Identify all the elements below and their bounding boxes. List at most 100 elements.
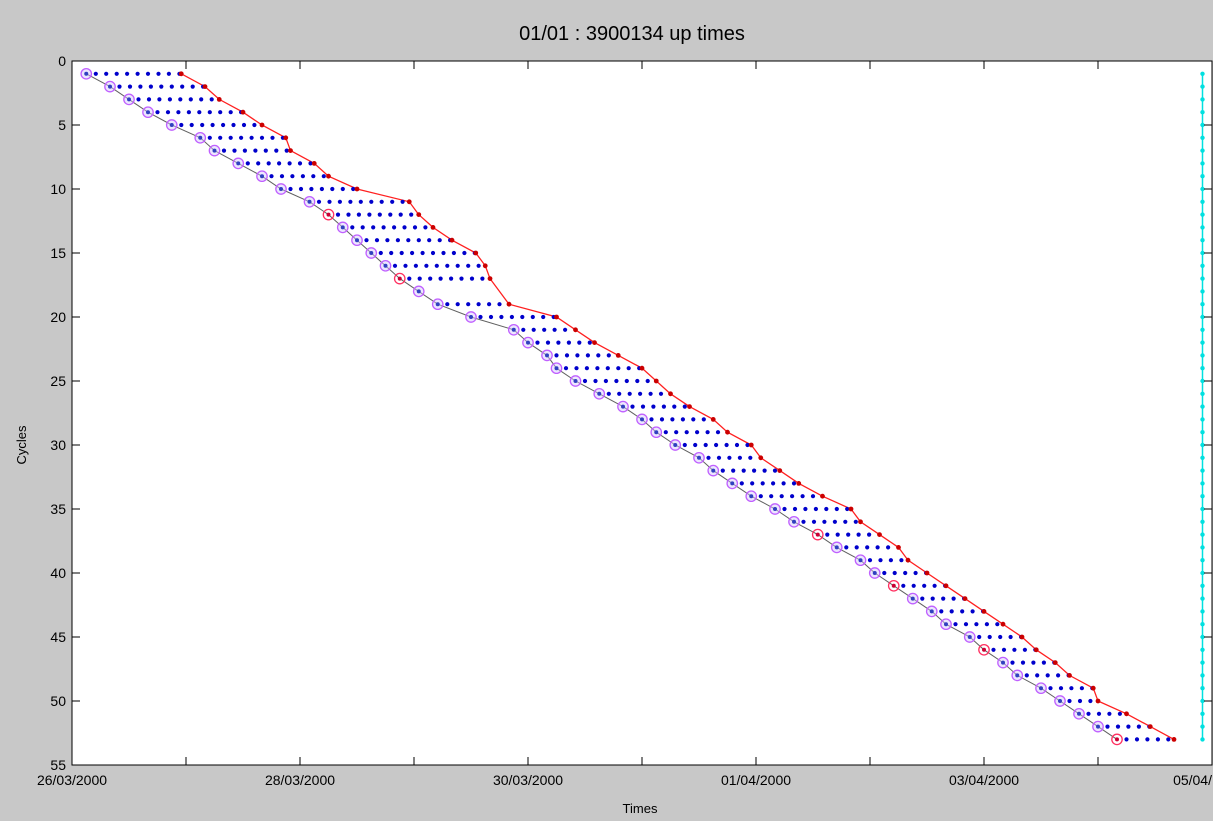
data-point xyxy=(574,366,579,371)
y-tick-label: 40 xyxy=(50,565,66,581)
y-tick-label: 50 xyxy=(50,693,66,709)
data-point xyxy=(617,391,622,396)
data-point xyxy=(663,430,668,435)
data-point xyxy=(228,110,233,115)
data-point xyxy=(159,84,164,89)
data-point xyxy=(348,199,353,204)
data-point xyxy=(888,558,894,563)
data-point xyxy=(727,455,732,460)
upper-envelope-point xyxy=(615,353,621,358)
data-point xyxy=(903,570,908,576)
data-point xyxy=(630,404,635,409)
upper-envelope-point xyxy=(943,583,949,589)
y-tick-label: 55 xyxy=(50,757,66,773)
data-point xyxy=(720,468,725,473)
data-point xyxy=(963,622,969,627)
data-point xyxy=(1008,634,1013,640)
data-point xyxy=(1041,660,1046,665)
vertical-series-point xyxy=(1200,686,1205,691)
lower-envelope-point xyxy=(260,174,264,179)
dot-layer xyxy=(93,71,1171,742)
upper-envelope-point xyxy=(487,276,493,281)
data-point xyxy=(771,481,776,486)
upper-envelope-point xyxy=(592,340,597,345)
data-point xyxy=(413,263,418,268)
lower-envelope-point xyxy=(397,276,402,281)
upper-envelope-point xyxy=(178,71,184,77)
data-point xyxy=(1096,711,1102,716)
data-point xyxy=(803,506,808,512)
data-point xyxy=(311,174,316,179)
vertical-series-point xyxy=(1200,442,1205,448)
data-point xyxy=(218,110,223,115)
data-point xyxy=(779,494,784,499)
lower-envelope-circle xyxy=(1111,733,1123,746)
data-point xyxy=(577,340,582,345)
upper-envelope-point xyxy=(1067,673,1072,678)
data-point xyxy=(189,122,194,128)
data-point xyxy=(715,430,721,435)
data-point xyxy=(466,263,471,268)
data-point xyxy=(844,545,849,550)
lower-envelope-circle xyxy=(322,208,335,221)
upper-envelope-point xyxy=(962,596,968,601)
vertical-series-point xyxy=(1200,186,1205,192)
data-point xyxy=(259,135,265,140)
upper-envelope-point xyxy=(758,455,764,461)
vertical-series-point xyxy=(1200,570,1205,576)
data-point xyxy=(1105,724,1110,729)
lower-envelope-point xyxy=(1096,724,1100,729)
data-point xyxy=(640,404,646,409)
data-point xyxy=(616,366,621,371)
vertical-series-point xyxy=(1200,353,1205,358)
data-point xyxy=(680,417,686,422)
data-point xyxy=(228,135,233,140)
data-point xyxy=(911,583,916,588)
data-point xyxy=(1022,647,1027,652)
y-tick-label: 30 xyxy=(50,437,66,453)
vertical-series-point xyxy=(1200,289,1205,294)
lower-envelope-point xyxy=(673,443,678,447)
upper-envelope-line xyxy=(180,73,1175,740)
data-point xyxy=(684,430,689,435)
upper-envelope-point xyxy=(506,301,512,307)
x-tick-label: 28/03/2000 xyxy=(265,772,335,788)
data-point xyxy=(649,417,654,422)
lower-envelope-point xyxy=(127,97,131,102)
vertical-series-point xyxy=(1200,737,1205,742)
data-point xyxy=(651,404,656,409)
vertical-series-point xyxy=(1200,340,1205,345)
data-point xyxy=(179,122,184,128)
lower-envelope-point xyxy=(982,647,986,652)
data-point xyxy=(832,519,838,524)
data-point xyxy=(438,276,443,281)
data-point xyxy=(1166,737,1171,742)
data-point xyxy=(991,647,996,652)
vertical-series-point xyxy=(1200,532,1205,537)
data-point xyxy=(987,634,992,640)
data-point xyxy=(878,558,883,563)
upper-envelope-point xyxy=(416,212,422,218)
data-point xyxy=(781,481,786,486)
lower-envelope-point xyxy=(84,71,89,76)
data-point xyxy=(424,263,429,268)
lower-envelope-point xyxy=(858,558,863,563)
data-point xyxy=(364,238,369,243)
upper-envelope-point xyxy=(687,404,692,409)
data-point xyxy=(1069,686,1074,691)
lower-envelope-point xyxy=(654,430,659,435)
data-point xyxy=(566,340,572,345)
data-point xyxy=(427,238,432,243)
lower-envelope-point xyxy=(621,404,625,409)
data-point xyxy=(977,634,982,640)
data-point xyxy=(145,71,151,76)
upper-envelope-point xyxy=(283,135,289,141)
y-tick-label: 0 xyxy=(58,53,66,69)
data-point xyxy=(682,404,687,409)
data-point xyxy=(416,238,421,243)
data-point xyxy=(1145,737,1150,742)
lower-envelope-point xyxy=(1115,737,1119,742)
vertical-series-point xyxy=(1200,97,1205,102)
y-tick-label: 20 xyxy=(50,309,66,325)
